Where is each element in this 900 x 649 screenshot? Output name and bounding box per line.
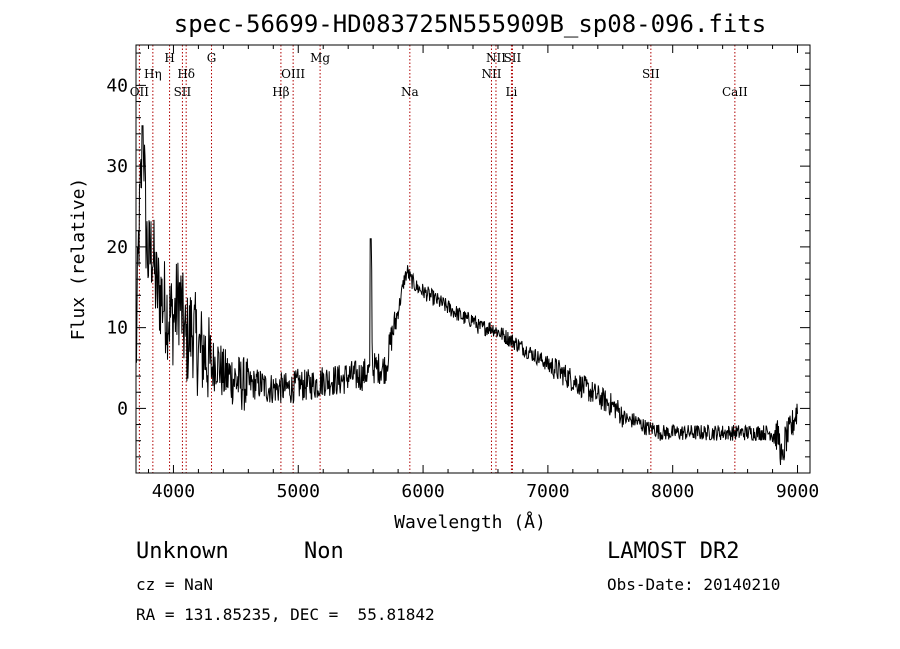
x-tick-label: 5000 <box>277 481 320 502</box>
y-axis: 0 10 20 30 40 <box>106 52 810 458</box>
marker-label: NII <box>486 51 506 65</box>
marker-label: Hη <box>144 67 162 81</box>
marker-label: Li <box>506 85 518 99</box>
spectrum-series-line <box>135 125 798 466</box>
x-axis-label: Wavelength (Å) <box>394 511 546 533</box>
emission-line-labels: OII HηH SII Hδ G Hβ OIII Mg Na NII NII Li SII SII CaII <box>130 51 748 99</box>
chart-title: spec-56699-HD083725N555909B_sp08-096.fit… <box>174 10 766 38</box>
marker-label: SII <box>642 67 660 81</box>
y-tick-label: 30 <box>106 156 128 177</box>
y-tick-label: 20 <box>106 237 128 258</box>
marker-label: NII <box>481 67 501 81</box>
x-tick-label: 4000 <box>152 481 195 502</box>
x-tick-label: 6000 <box>401 481 444 502</box>
y-tick-label: 40 <box>106 75 128 96</box>
x-tick-label: 8000 <box>651 481 694 502</box>
object-subclass: Non <box>304 539 344 564</box>
marker-label: G <box>207 51 217 65</box>
marker-label: CaII <box>722 85 748 99</box>
marker-label: Hβ <box>272 85 289 99</box>
marker-label: OIII <box>281 67 305 81</box>
y-axis-label: Flux (relative) <box>68 178 89 341</box>
redshift-cz: cz = NaN <box>136 575 214 594</box>
y-tick-label: 10 <box>106 318 128 339</box>
marker-label: Na <box>401 85 419 99</box>
plot-frame <box>135 44 811 474</box>
marker-label: SII <box>174 85 192 99</box>
marker-label: OII <box>130 85 150 99</box>
marker-label: Hδ <box>177 67 195 81</box>
emission-line-markers <box>138 45 736 473</box>
coordinates: RA = 131.85235, DEC = 55.81842 <box>136 605 435 624</box>
y-tick-label: 0 <box>117 398 128 419</box>
marker-label: SII <box>504 51 522 65</box>
x-axis: 4000 5000 6000 7000 8000 9000 <box>147 45 819 502</box>
x-tick-label: 7000 <box>526 481 569 502</box>
survey-name: LAMOST DR2 <box>607 539 740 564</box>
marker-label: H <box>164 51 174 65</box>
observation-date: Obs-Date: 20140210 <box>607 575 781 594</box>
marker-label: Mg <box>310 51 330 65</box>
object-class: Unknown <box>136 539 229 564</box>
x-tick-label: 9000 <box>776 481 819 502</box>
